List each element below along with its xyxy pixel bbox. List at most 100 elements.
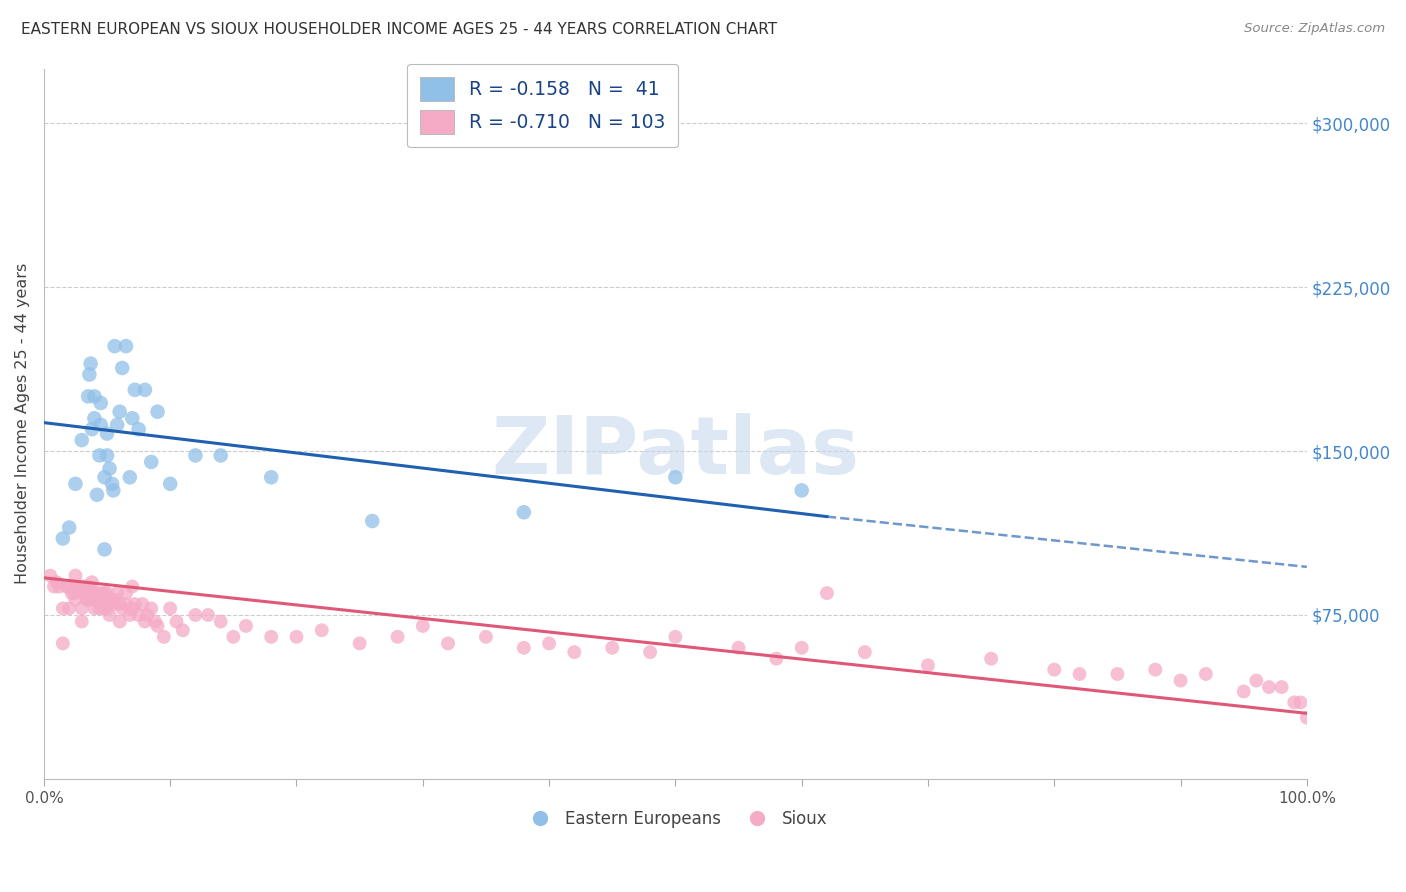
Point (349, 636, 371, 650)
Point (60, 586, 83, 600)
Point (98, 607, 121, 622)
Point (197, 607, 219, 622)
Point (134, 615, 156, 629)
Point (853, 645, 876, 659)
Point (86, 592, 108, 607)
Point (105, 586, 128, 600)
Point (1043, 663, 1066, 677)
Point (146, 405, 169, 419)
Point (184, 449, 207, 463)
Point (42, 580, 65, 594)
Point (121, 601, 143, 615)
Point (917, 658, 939, 673)
Point (96, 586, 118, 600)
Point (83, 389, 105, 403)
Point (1289, 695, 1312, 709)
Point (815, 586, 838, 600)
Point (361, 514, 384, 528)
Point (260, 470, 283, 484)
Point (58, 580, 80, 594)
Point (108, 405, 131, 419)
Point (70, 433, 93, 447)
Point (80, 575, 103, 590)
Point (159, 476, 181, 491)
Point (73, 580, 96, 594)
Point (166, 615, 188, 629)
Point (128, 422, 150, 436)
Point (562, 645, 585, 659)
Point (437, 636, 460, 650)
Point (121, 580, 143, 594)
Point (105, 417, 128, 432)
Point (79, 592, 101, 607)
Point (141, 601, 163, 615)
Point (52, 532, 75, 546)
Point (83, 601, 105, 615)
Point (1246, 673, 1268, 688)
Point (118, 470, 141, 484)
Point (311, 624, 333, 638)
Point (65, 592, 87, 607)
Point (104, 339, 127, 353)
Point (159, 601, 181, 615)
Point (108, 597, 131, 611)
Point (58, 520, 80, 534)
Point (980, 651, 1002, 665)
Point (143, 615, 166, 629)
Point (1296, 711, 1319, 725)
Point (96, 601, 118, 615)
Point (77, 592, 100, 607)
Point (91, 601, 114, 615)
Point (664, 470, 686, 484)
Point (90, 592, 112, 607)
Point (108, 615, 131, 629)
Point (412, 619, 434, 633)
Point (1233, 684, 1256, 698)
Point (77, 580, 100, 594)
Point (104, 592, 127, 607)
Point (96, 449, 118, 463)
Point (1271, 680, 1294, 694)
Point (1258, 680, 1281, 694)
Point (638, 645, 661, 659)
Point (79, 586, 101, 600)
Point (55, 580, 77, 594)
Point (260, 630, 283, 644)
Point (1170, 673, 1192, 688)
Point (91, 586, 114, 600)
Point (1069, 667, 1091, 681)
Point (513, 505, 536, 519)
Legend: Eastern Europeans, Sioux: Eastern Europeans, Sioux (516, 803, 835, 835)
Point (65, 476, 87, 491)
Point (124, 383, 146, 397)
Point (103, 597, 125, 611)
Point (89, 449, 111, 463)
Point (538, 636, 561, 650)
Point (93, 586, 115, 600)
Text: EASTERN EUROPEAN VS SIOUX HOUSEHOLDER INCOME AGES 25 - 44 YEARS CORRELATION CHAR: EASTERN EUROPEAN VS SIOUX HOUSEHOLDER IN… (21, 22, 778, 37)
Point (65, 568, 87, 582)
Point (172, 624, 194, 638)
Point (153, 630, 176, 644)
Point (1107, 667, 1129, 681)
Point (235, 619, 257, 633)
Point (387, 630, 409, 644)
Point (90, 396, 112, 410)
Point (513, 640, 536, 655)
Y-axis label: Householder Income Ages 25 - 44 years: Householder Income Ages 25 - 44 years (15, 263, 30, 584)
Point (80, 422, 103, 436)
Point (39, 568, 62, 582)
Point (115, 586, 138, 600)
Point (134, 383, 156, 397)
Point (285, 630, 308, 644)
Point (222, 630, 245, 644)
Point (790, 640, 813, 655)
Point (115, 339, 138, 353)
Point (90, 417, 112, 432)
Point (1284, 695, 1306, 709)
Text: Source: ZipAtlas.com: Source: ZipAtlas.com (1244, 22, 1385, 36)
Point (48, 580, 70, 594)
Point (727, 640, 749, 655)
Point (103, 483, 125, 498)
Point (77, 389, 100, 403)
